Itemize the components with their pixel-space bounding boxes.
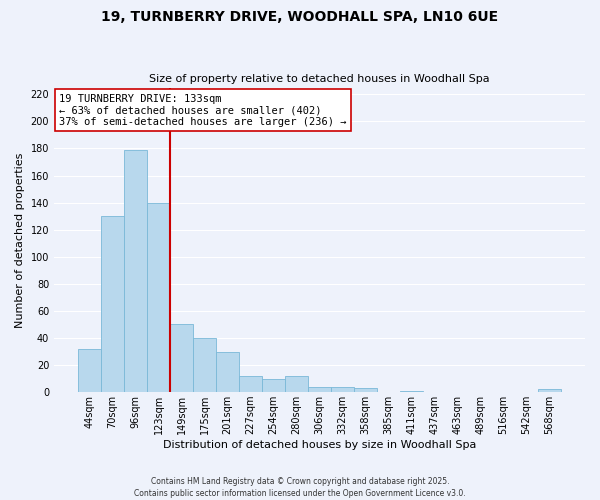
Text: 19 TURNBERRY DRIVE: 133sqm
← 63% of detached houses are smaller (402)
37% of sem: 19 TURNBERRY DRIVE: 133sqm ← 63% of deta… xyxy=(59,94,347,127)
Bar xyxy=(239,376,262,392)
X-axis label: Distribution of detached houses by size in Woodhall Spa: Distribution of detached houses by size … xyxy=(163,440,476,450)
Text: Contains HM Land Registry data © Crown copyright and database right 2025.
Contai: Contains HM Land Registry data © Crown c… xyxy=(134,476,466,498)
Bar xyxy=(354,388,377,392)
Bar xyxy=(147,202,170,392)
Bar xyxy=(193,338,216,392)
Bar xyxy=(308,387,331,392)
Bar xyxy=(78,349,101,392)
Bar xyxy=(538,390,561,392)
Bar xyxy=(400,391,423,392)
Text: 19, TURNBERRY DRIVE, WOODHALL SPA, LN10 6UE: 19, TURNBERRY DRIVE, WOODHALL SPA, LN10 … xyxy=(101,10,499,24)
Bar xyxy=(124,150,147,392)
Y-axis label: Number of detached properties: Number of detached properties xyxy=(15,152,25,328)
Bar xyxy=(216,352,239,392)
Bar xyxy=(101,216,124,392)
Bar xyxy=(170,324,193,392)
Bar xyxy=(262,378,285,392)
Title: Size of property relative to detached houses in Woodhall Spa: Size of property relative to detached ho… xyxy=(149,74,490,84)
Bar xyxy=(285,376,308,392)
Bar xyxy=(331,387,354,392)
